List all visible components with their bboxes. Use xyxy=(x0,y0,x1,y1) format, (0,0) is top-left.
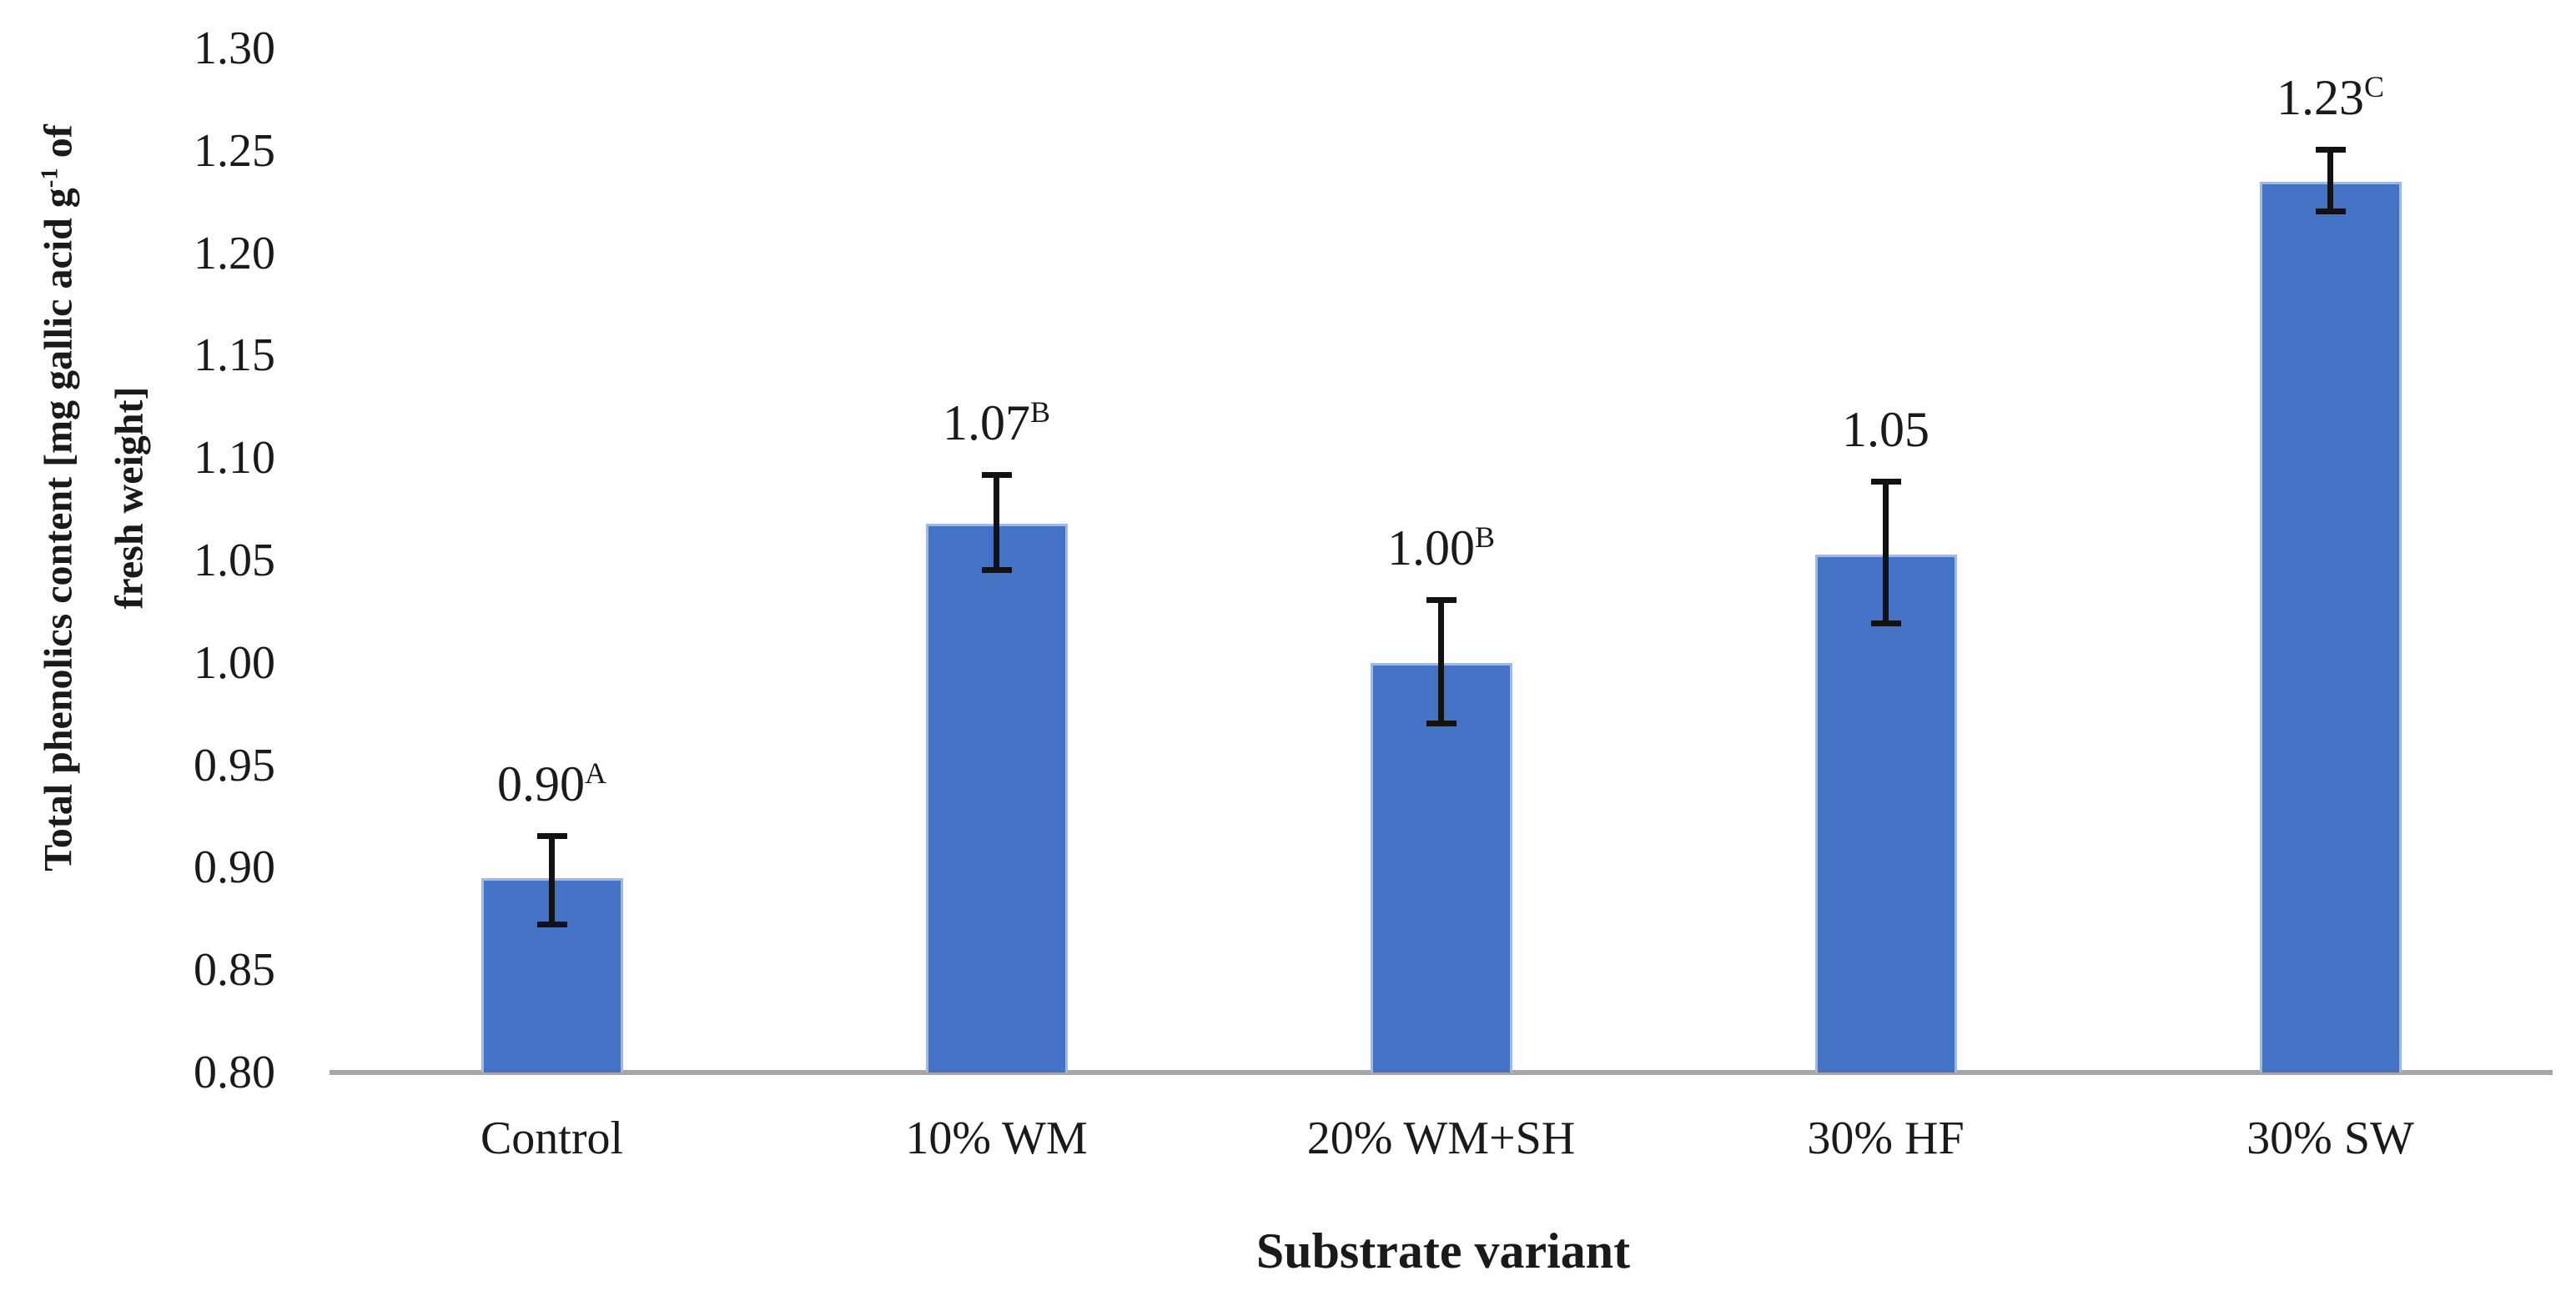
error-bar-cap-top xyxy=(1870,478,1901,485)
error-bar-cap-bottom xyxy=(1426,721,1457,727)
y-tick-label: 0.85 xyxy=(194,944,275,997)
bar-10-wm xyxy=(925,523,1068,1072)
error-bar-stem xyxy=(1438,601,1444,722)
error-bar-cap-bottom xyxy=(1870,620,1901,626)
y-tick-label: 1.15 xyxy=(194,329,275,382)
y-tick-label: 0.80 xyxy=(194,1047,275,1098)
error-bar-cap-top xyxy=(981,472,1012,479)
bar-value-label: 1.23C xyxy=(2276,69,2384,125)
error-bar-cap-top xyxy=(1426,597,1457,604)
y-tick-label: 1.00 xyxy=(194,636,275,689)
error-bar-stem xyxy=(549,836,555,923)
y-tick-label: 1.20 xyxy=(194,227,275,279)
category-label: 10% WM xyxy=(905,1113,1088,1164)
y-tick-label: 1.05 xyxy=(194,535,275,586)
bar-30-hf xyxy=(1814,554,1957,1072)
bar-20-wm-sh xyxy=(1370,662,1512,1072)
x-axis-title: Substrate variant xyxy=(1255,1223,1631,1278)
category-label: 30% HF xyxy=(1807,1113,1965,1164)
bar-value-label: 0.90A xyxy=(497,756,606,811)
category-label: Control xyxy=(480,1113,624,1164)
y-tick-label: 1.25 xyxy=(194,124,275,177)
bar-value-label: 1.05 xyxy=(1842,401,1929,457)
category-label: 30% SW xyxy=(2246,1113,2414,1164)
y-tick-label: 0.95 xyxy=(194,739,275,791)
error-bar-stem xyxy=(2327,150,2333,211)
y-tick-label: 1.30 xyxy=(194,23,275,74)
error-bar-cap-top xyxy=(536,832,567,839)
bar-30-sw xyxy=(2259,181,2402,1072)
error-bar-stem xyxy=(994,476,999,569)
error-bar-cap-bottom xyxy=(2315,208,2346,215)
error-bar-cap-top xyxy=(2315,146,2346,153)
bar-value-label: 1.07B xyxy=(942,395,1050,451)
y-tick-label: 1.10 xyxy=(194,432,275,485)
category-label: 20% WM+SH xyxy=(1306,1113,1576,1164)
bar-value-label: 1.00B xyxy=(1386,520,1495,576)
error-bar-cap-bottom xyxy=(536,921,567,927)
error-bar-cap-bottom xyxy=(981,566,1012,573)
x-axis-line xyxy=(330,1070,2553,1075)
y-tick-label: 0.90 xyxy=(194,841,275,894)
error-bar-stem xyxy=(1883,482,1889,622)
